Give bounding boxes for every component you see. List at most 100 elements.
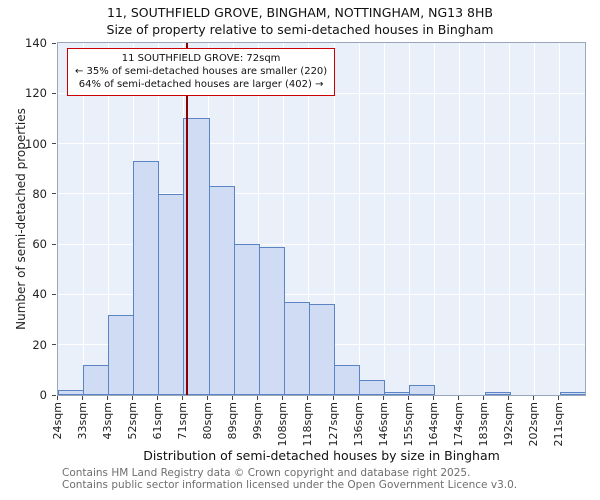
x-tick-label: 155sqm (401, 402, 415, 447)
x-tick-labels: 24sqm 33sqm 43sqm 52sqm 61sqm 71sqm 80sqm 89sqm… (51, 396, 586, 454)
chart-title-line1: 11, SOUTHFIELD GROVE, BINGHAM, NOTTINGHA… (106, 5, 493, 20)
grid-line-h (58, 293, 585, 295)
x-tick-label: 43sqm (100, 402, 114, 440)
x-tick-mark (357, 396, 359, 400)
grid-line-v (283, 43, 285, 395)
x-tick-mark (533, 396, 535, 400)
x-tick-label: 192sqm (502, 402, 516, 447)
x-tick-mark (558, 396, 560, 400)
footer-line1: Contains HM Land Registry data © Crown c… (62, 467, 471, 479)
x-tick-mark (458, 396, 460, 400)
x-tick-label: 61sqm (150, 402, 164, 440)
x-tick-label: 136sqm (351, 402, 365, 447)
x-tick-label: 164sqm (426, 402, 440, 447)
y-tick-mark (52, 193, 56, 195)
bar (208, 186, 235, 395)
x-tick-label: 183sqm (477, 402, 491, 447)
x-tick-mark (282, 396, 284, 400)
x-tick-label: 211sqm (552, 402, 566, 447)
x-tick-mark (508, 396, 510, 400)
y-tick-label: 20 (32, 337, 47, 352)
grid-line-v (459, 43, 461, 395)
bar (484, 392, 511, 395)
annotation-line-3: 64% of semi-detached houses are larger (… (78, 79, 324, 90)
annotation-line-1: 11 SOUTHFIELD GROVE: 72sqm (121, 53, 281, 64)
grid-line-v (333, 43, 335, 395)
x-tick-mark (432, 396, 434, 400)
x-tick-mark (483, 396, 485, 400)
bar (409, 384, 436, 395)
x-tick-mark (407, 396, 409, 400)
y-tick-label: 60 (32, 237, 47, 252)
grid-line-v (559, 43, 561, 395)
x-tick-mark (106, 396, 108, 400)
x-tick-mark (81, 396, 83, 400)
x-tick-mark (207, 396, 209, 400)
bar (559, 392, 585, 395)
x-tick-label: 108sqm (276, 402, 290, 447)
bars (58, 43, 585, 395)
y-tick-label: 120 (25, 86, 47, 101)
y-tick-labels: 0 20 40 60 80 100 120 140 (0, 36, 56, 402)
bar (384, 392, 411, 395)
x-tick-mark (131, 396, 133, 400)
marker-line (186, 43, 188, 395)
x-tick-label: 33sqm (75, 402, 89, 440)
grid-line-h (58, 243, 585, 245)
bar (133, 161, 160, 395)
x-tick-label: 52sqm (125, 402, 139, 440)
grid-line-h (58, 143, 585, 145)
y-tick-mark (52, 243, 56, 245)
y-tick-label: 100 (25, 136, 47, 151)
x-tick-label: 99sqm (251, 402, 265, 440)
bar (308, 304, 336, 395)
y-tick-mark (52, 394, 56, 396)
chart-title-line2: Size of property relative to semi-detach… (106, 22, 494, 37)
y-tick-label: 80 (32, 186, 47, 201)
y-tick-label: 0 (39, 388, 47, 402)
x-tick-label: 127sqm (326, 402, 340, 447)
grid-line-v (408, 43, 410, 395)
grid-line-h (58, 193, 585, 195)
x-tick-label: 24sqm (50, 402, 64, 440)
y-tick-mark (52, 143, 56, 145)
bar (258, 246, 285, 395)
bar (334, 364, 361, 395)
y-tick-mark (52, 92, 56, 94)
x-tick-mark (56, 396, 58, 400)
bar (108, 314, 135, 395)
grid-line-v (82, 43, 84, 395)
x-tick-mark (307, 396, 309, 400)
grid-line-v (383, 43, 385, 395)
x-tick-mark (382, 396, 384, 400)
annotation-box: 11 SOUTHFIELD GROVE: 72sqm ← 35% of semi… (67, 48, 336, 96)
footer-line2: Contains public sector information licen… (62, 479, 518, 491)
x-tick-mark (156, 396, 158, 400)
x-tick-label: 89sqm (226, 402, 240, 440)
x-tick-mark (257, 396, 259, 400)
x-tick-label: 146sqm (376, 402, 390, 447)
x-tick-mark (232, 396, 234, 400)
x-tick-label: 118sqm (301, 402, 315, 447)
x-tick-label: 174sqm (452, 402, 466, 447)
x-tick-label: 202sqm (527, 402, 541, 447)
bar (83, 364, 110, 395)
bar (58, 389, 85, 395)
y-tick-label: 40 (32, 287, 47, 302)
grid-line-v (484, 43, 486, 395)
grid-line-v (433, 43, 435, 395)
y-tick-mark (52, 42, 56, 44)
bar (359, 379, 386, 395)
grid-line-v (509, 43, 511, 395)
grid-line-v (534, 43, 536, 395)
x-tick-label: 80sqm (201, 402, 215, 440)
annotation-line-2: ← 35% of semi-detached houses are smalle… (75, 66, 328, 77)
x-axis-label: Distribution of semi-detached houses by … (143, 448, 500, 463)
grid-line-v (107, 43, 109, 395)
y-tick-label: 140 (25, 36, 47, 50)
grid-line-v (308, 43, 310, 395)
y-tick-mark (52, 344, 56, 346)
grid-line-v (258, 43, 260, 395)
bar (158, 193, 185, 395)
